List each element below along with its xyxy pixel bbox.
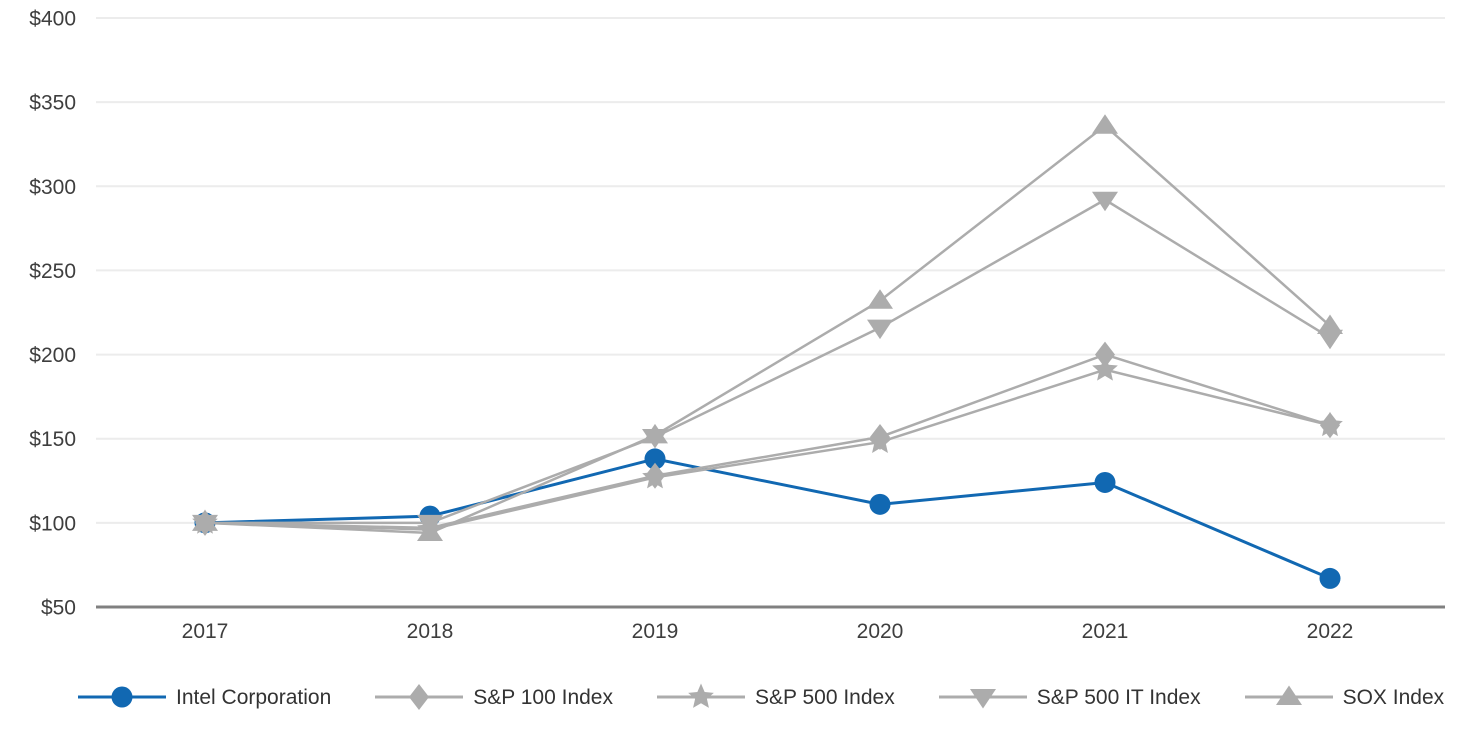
legend-item-sp-500-index: S&P 500 Index xyxy=(657,682,895,712)
x-axis-label-2022: 2022 xyxy=(1307,620,1354,643)
y-axis-label-300: $300 xyxy=(29,176,76,199)
triangle-up-marker-icon xyxy=(642,423,668,444)
chart-legend: Intel Corporation S&P 100 Index S&P 500 … xyxy=(78,680,1444,714)
y-axis-label-100: $100 xyxy=(29,512,76,535)
y-axis-label-250: $250 xyxy=(29,260,76,283)
x-axis-label-2021: 2021 xyxy=(1082,620,1129,643)
series-line xyxy=(204,457,1331,580)
triangle-down-marker-icon xyxy=(938,689,1027,709)
circle-marker-icon xyxy=(111,686,133,708)
y-axis-label-400: $400 xyxy=(29,8,76,31)
x-axis-label-2018: 2018 xyxy=(407,620,454,643)
series-line xyxy=(204,124,1331,535)
triangle-down-marker-icon xyxy=(1317,329,1343,350)
series-intel-corporation xyxy=(194,448,1341,589)
circle-marker-icon xyxy=(78,686,166,708)
triangle-up-marker-icon xyxy=(1244,685,1333,705)
triangle-up-marker-icon xyxy=(1275,685,1302,705)
chart-plot-area: $400 $350 $300 $250 $200 $150 $100 $50 2017 2018 2… xyxy=(29,8,1445,643)
circle-marker-icon xyxy=(1094,471,1116,493)
legend-label: S&P 100 Index xyxy=(473,685,613,709)
triangle-up-marker-icon xyxy=(1092,114,1118,134)
y-axis-label-200: $200 xyxy=(29,344,76,367)
star-marker-icon xyxy=(642,463,668,489)
series-s-p-500-index xyxy=(192,356,1343,541)
series-line xyxy=(204,353,1331,530)
diamond-marker-icon xyxy=(409,684,430,710)
diamond-marker-icon xyxy=(1095,341,1115,368)
triangle-up-marker-icon xyxy=(417,521,443,541)
legend-item-intel-corporation: Intel Corporation xyxy=(78,682,331,712)
star-marker-icon xyxy=(867,428,893,453)
x-axis-label-2020: 2020 xyxy=(857,620,904,643)
x-axis-label-2017: 2017 xyxy=(182,620,229,643)
series-sox-index xyxy=(192,114,1343,541)
triangle-up-marker-icon xyxy=(192,511,218,531)
legend-item-sp-100-index: S&P 100 Index xyxy=(375,682,613,712)
star-marker-icon xyxy=(1092,356,1118,381)
legend-item-sp-500-it-index: S&P 500 IT Index xyxy=(938,682,1201,712)
legend-label: SOX Index xyxy=(1342,685,1445,709)
triangle-down-marker-icon xyxy=(867,319,893,340)
triangle-up-marker-icon xyxy=(1317,314,1343,334)
legend-label: S&P 500 Index xyxy=(755,685,895,709)
series-line xyxy=(204,368,1331,531)
legend-label: S&P 500 IT Index xyxy=(1036,685,1201,709)
star-marker-icon xyxy=(657,683,745,708)
triangle-up-marker-icon xyxy=(867,289,893,309)
circle-marker-icon xyxy=(1319,567,1341,589)
series-line xyxy=(205,198,1331,525)
x-axis-label-2019: 2019 xyxy=(632,620,679,643)
legend-label: Intel Corporation xyxy=(176,685,332,709)
star-marker-icon xyxy=(1317,411,1343,437)
star-marker-icon xyxy=(688,683,714,708)
circle-marker-icon xyxy=(644,448,666,470)
triangle-down-marker-icon xyxy=(969,689,996,709)
triangle-down-marker-icon xyxy=(1092,191,1118,212)
y-axis-label-350: $350 xyxy=(29,92,76,115)
diamond-marker-icon xyxy=(375,684,464,710)
legend-item-sox-index: SOX Index xyxy=(1244,682,1445,712)
circle-marker-icon xyxy=(869,493,891,515)
y-axis-label-150: $150 xyxy=(29,428,76,451)
y-axis-label-50: $50 xyxy=(41,597,76,620)
